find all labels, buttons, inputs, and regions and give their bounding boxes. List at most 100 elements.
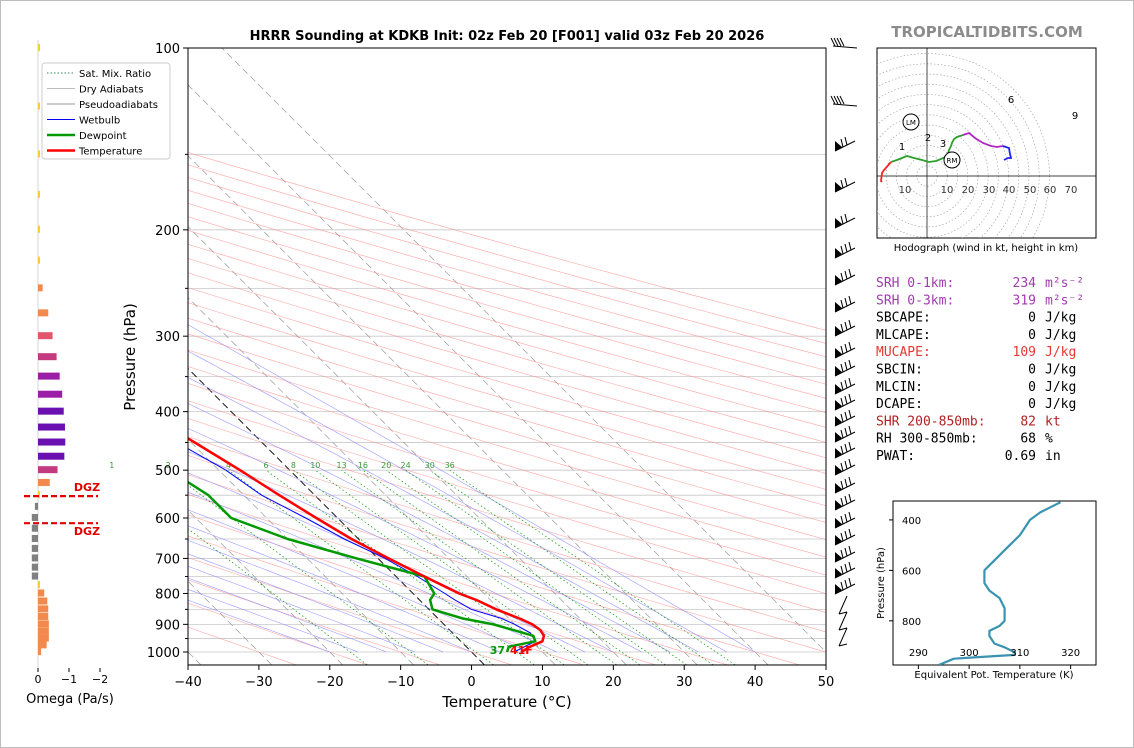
wind-barb — [834, 511, 856, 529]
dry-adiabat — [188, 400, 826, 594]
omega-bar — [38, 190, 40, 198]
hodograph-panel: 10 10 20 30 40 50 60 70 1 23 6 9 LM RM — [876, 47, 1097, 239]
wind-barb — [834, 528, 856, 546]
barb-feather — [844, 177, 848, 187]
moist-adiabat — [188, 540, 472, 653]
mixing-ratio-line — [405, 469, 687, 665]
wind-barb — [834, 213, 856, 229]
omega-bar — [38, 44, 40, 51]
theta-e-frame — [892, 500, 1097, 666]
barb-feather — [848, 511, 852, 521]
hodograph-segment — [962, 131, 1004, 148]
theta-e-x-label: Equivalent Pot. Temperature (K) — [914, 670, 1073, 681]
barb-staff — [838, 595, 848, 615]
barb-feather — [840, 565, 844, 575]
hodograph-ring-label: 10 — [941, 185, 954, 196]
wind-barbs — [830, 37, 858, 647]
x-tick-label: 20 — [605, 675, 622, 690]
barb-feather — [844, 443, 848, 453]
mixing-ratio-line — [188, 484, 429, 665]
barb-feather — [844, 460, 848, 470]
barb-staff — [834, 499, 856, 511]
theta-e-trace-group — [938, 501, 1061, 665]
barb-staff — [834, 567, 856, 579]
barb-feather — [848, 425, 852, 435]
isotherm-line — [188, 155, 698, 665]
omega-bar — [31, 544, 38, 552]
barb-feather — [848, 561, 852, 571]
isotherm-line — [188, 226, 627, 665]
index-unit: J/kg — [1045, 363, 1076, 378]
moist-adiabat — [188, 324, 756, 653]
index-unit: J/kg — [1045, 345, 1076, 360]
index-label: RH 300-850mb: — [876, 432, 978, 447]
y-axis-label: Pressure (hPa) — [121, 303, 139, 411]
barb-feather — [844, 270, 848, 280]
omega-bar — [31, 572, 38, 580]
legend-label: Dry Adiabats — [79, 85, 143, 96]
barb-feather — [848, 545, 852, 555]
x-tick-label: 10 — [534, 675, 551, 690]
omega-bar — [34, 502, 38, 510]
hodograph-ring-label: 20 — [962, 185, 975, 196]
y-tick-label: 600 — [155, 512, 180, 527]
wind-barb — [834, 359, 856, 377]
barb-feather — [833, 95, 839, 105]
x-tick-label: −40 — [174, 675, 201, 690]
index-value: 0 — [1028, 328, 1036, 343]
barb-feather — [844, 530, 848, 540]
mixing-ratio-label: 1 — [109, 461, 114, 470]
moist-adiabat — [188, 403, 671, 653]
barb-feather — [840, 272, 844, 282]
mixing-ratio-line — [449, 469, 736, 665]
omega-bar — [38, 102, 40, 110]
surface-temp-label: 41F — [510, 644, 533, 657]
barb-feather — [844, 547, 848, 557]
index-label: MLCAPE: — [876, 328, 931, 343]
hodograph-segment — [1002, 145, 1013, 161]
omega-bar — [38, 372, 60, 380]
omega-bar — [38, 225, 40, 233]
hodograph-height-label: 6 — [1008, 95, 1014, 106]
dgz-label: DGZ — [74, 481, 100, 494]
barb-feather — [844, 579, 848, 589]
mixing-ratio-label: 20 — [381, 461, 391, 470]
x-tick-label: 30 — [676, 675, 693, 690]
moist-adiabat — [188, 565, 415, 653]
barb-staff — [832, 45, 858, 49]
barb-staff — [834, 464, 856, 476]
dry-adiabat — [188, 230, 826, 414]
barb-pennant — [835, 182, 842, 192]
dry-adiabat — [188, 349, 826, 540]
omega-bar — [38, 612, 49, 620]
dry-adiabat — [188, 203, 826, 385]
barb-pennant — [835, 518, 842, 528]
theta-e-x-tick-label: 290 — [909, 648, 928, 659]
wind-barb — [834, 393, 856, 411]
barb-feather — [840, 429, 844, 439]
barb-feather — [848, 458, 852, 468]
barb-feather — [848, 377, 852, 387]
barb-feather — [844, 513, 848, 523]
mixing-ratio-label: 2 — [166, 461, 171, 470]
index-label: SRH 0-3km: — [876, 293, 954, 308]
hodograph-ring-label: 10 — [899, 185, 912, 196]
hodograph-height-label: 2 — [925, 133, 931, 144]
barb-feather — [840, 480, 844, 490]
barb-feather — [840, 215, 844, 225]
wind-barb — [830, 95, 858, 107]
omega-bar — [38, 438, 66, 446]
omega-bar — [38, 597, 48, 605]
index-unit: kt — [1045, 414, 1061, 429]
barb-feather — [839, 37, 845, 47]
index-value: 0 — [1028, 380, 1036, 395]
wind-barb — [834, 241, 856, 259]
barb-staff — [834, 365, 856, 377]
dgz-label: DGZ — [74, 525, 100, 538]
hodograph-height-label: 1 — [899, 142, 905, 153]
barb-feather — [844, 411, 848, 421]
barb-pennant — [835, 400, 842, 410]
barb-staff — [834, 415, 856, 427]
chart-title: HRRR Sounding at KDKB Init: 02z Feb 20 [… — [250, 29, 765, 44]
wind-barb — [834, 319, 856, 337]
